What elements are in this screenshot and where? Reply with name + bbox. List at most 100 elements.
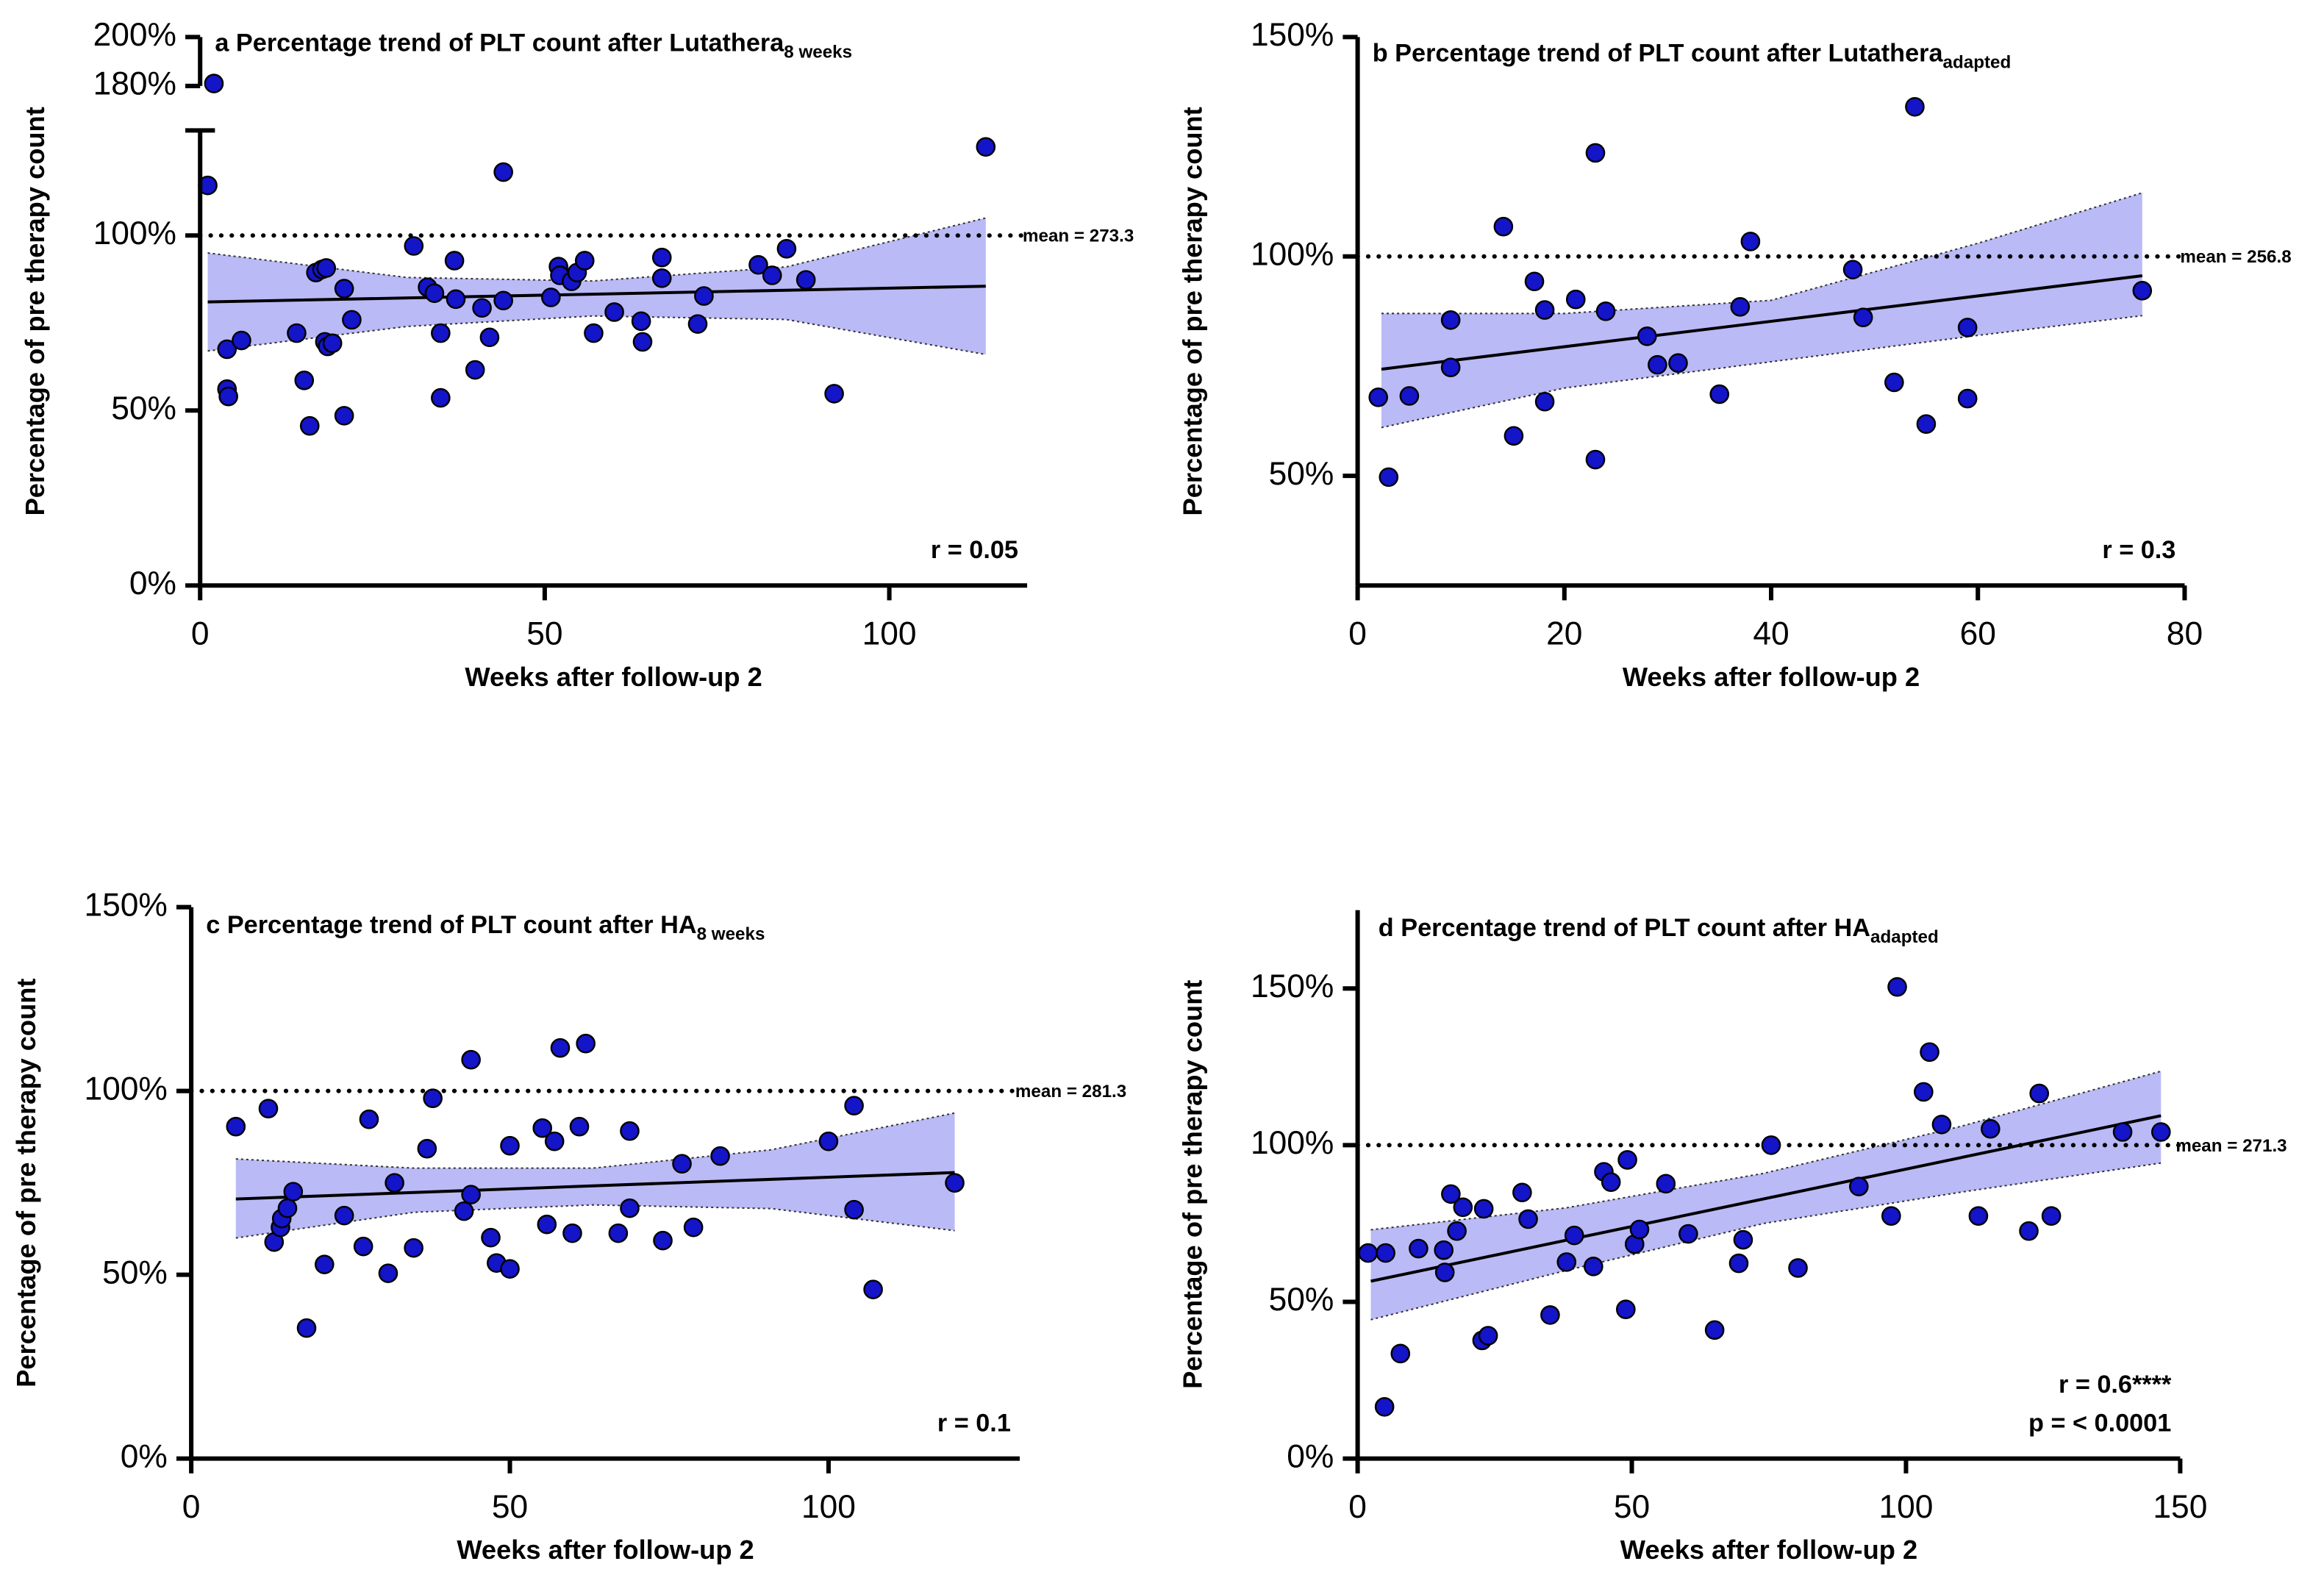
band-edge xyxy=(1381,192,2143,315)
y-tick-label: 180% xyxy=(93,66,176,102)
data-point xyxy=(1564,1225,1584,1246)
data-point xyxy=(632,332,653,352)
x-tick-label: 100 xyxy=(801,1489,856,1525)
data-point xyxy=(1957,318,1978,338)
data-point xyxy=(465,360,485,380)
data-point xyxy=(1390,1343,1411,1364)
data-point xyxy=(1887,976,1907,997)
data-point xyxy=(687,314,708,334)
reference-label: mean = 281.3 xyxy=(1015,1082,1126,1101)
y-axis-label: Percentage of pre therapy count xyxy=(20,107,50,515)
data-point xyxy=(976,137,996,157)
data-point xyxy=(479,327,500,348)
y-tick-label: 100% xyxy=(1251,236,1334,272)
data-point xyxy=(446,289,466,310)
data-point xyxy=(385,1173,404,1193)
reference-label: mean = 271.3 xyxy=(2175,1136,2287,1156)
fit-line xyxy=(1381,274,2143,371)
data-point xyxy=(537,1214,557,1235)
data-point xyxy=(762,265,782,285)
data-point xyxy=(500,1135,520,1156)
title-main: c Percentage trend of PLT count after HA xyxy=(206,911,696,939)
y-tick-label: 0% xyxy=(1287,1438,1334,1474)
y-tick-label: 0% xyxy=(121,1438,168,1474)
data-point xyxy=(1434,1240,1454,1260)
data-point xyxy=(493,162,513,182)
y-tick-label: 100% xyxy=(93,215,176,251)
data-point xyxy=(1853,307,1873,327)
data-point xyxy=(1968,1206,1989,1226)
annotation: r = 0.6**** xyxy=(2059,1371,2172,1399)
data-point xyxy=(1733,1229,1753,1250)
data-point xyxy=(1668,353,1688,374)
data-point xyxy=(334,279,354,299)
data-point xyxy=(1524,271,1545,292)
data-point xyxy=(461,1185,481,1204)
data-point xyxy=(608,1223,629,1243)
data-point xyxy=(694,286,714,306)
data-point xyxy=(1399,386,1420,406)
confidence-band xyxy=(235,1113,955,1238)
x-axis-label: Weeks after follow-up 2 xyxy=(457,1535,754,1565)
y-tick-label: 100% xyxy=(84,1071,167,1107)
x-tick-label: 50 xyxy=(1614,1489,1650,1525)
data-point xyxy=(844,1096,864,1115)
data-point xyxy=(1601,1172,1621,1192)
data-point xyxy=(322,333,343,354)
x-axis-label: Weeks after follow-up 2 xyxy=(1623,662,1920,692)
chart-title: d Percentage trend of PLT count after HA… xyxy=(1379,914,1939,947)
data-point xyxy=(1493,216,1514,237)
title-subscript: 8 weeks xyxy=(697,924,765,944)
y-axis-label: Percentage of pre therapy count xyxy=(1177,980,1207,1389)
data-point xyxy=(232,330,251,351)
x-tick-label: 50 xyxy=(492,1489,528,1525)
data-point xyxy=(299,415,320,436)
reference-label: mean = 256.8 xyxy=(2180,247,2291,267)
data-point xyxy=(258,1099,279,1118)
data-point xyxy=(2112,1122,2133,1142)
data-point xyxy=(314,1254,335,1274)
data-point xyxy=(1540,1305,1560,1325)
data-point xyxy=(431,388,451,408)
data-point xyxy=(431,323,451,343)
fit-line xyxy=(235,1171,955,1201)
data-point xyxy=(1704,1320,1725,1340)
title-main: a Percentage trend of PLT count after Lu… xyxy=(215,29,784,57)
data-point xyxy=(844,1199,864,1220)
annotation: r = 0.3 xyxy=(2102,536,2175,564)
title-subscript: adapted xyxy=(1943,53,2012,73)
chart-title: a Percentage trend of PLT count after Lu… xyxy=(215,29,852,63)
y-axis-label: Percentage of pre therapy count xyxy=(11,979,41,1388)
data-point xyxy=(444,251,465,271)
annotation: r = 0.1 xyxy=(937,1409,1011,1437)
x-tick-label: 0 xyxy=(191,616,210,652)
data-point xyxy=(1920,1042,1939,1063)
data-point xyxy=(1914,1082,1934,1102)
data-point xyxy=(2029,1083,2050,1104)
x-axis-label: Weeks after follow-up 2 xyxy=(465,662,762,692)
data-point xyxy=(493,290,513,311)
y-tick-label: 150% xyxy=(1251,968,1334,1004)
y-tick-label: 150% xyxy=(84,887,167,923)
data-point xyxy=(1434,1263,1455,1282)
band-edge xyxy=(1381,315,2142,429)
data-point xyxy=(2150,1122,2171,1142)
data-point xyxy=(1447,1221,1467,1241)
data-point xyxy=(1453,1197,1473,1218)
data-point xyxy=(1931,1114,1952,1135)
y-tick-label: 50% xyxy=(102,1254,168,1290)
data-point xyxy=(226,1116,246,1137)
data-point xyxy=(404,236,424,256)
data-point xyxy=(1629,1219,1650,1240)
data-point xyxy=(423,1088,443,1108)
x-tick-label: 0 xyxy=(1348,616,1367,652)
x-tick-label: 0 xyxy=(182,1489,201,1525)
y-tick-label: 50% xyxy=(1269,1282,1334,1318)
data-point xyxy=(651,247,672,268)
data-point xyxy=(1617,1150,1637,1170)
data-point xyxy=(631,311,651,332)
data-point xyxy=(1409,1238,1429,1259)
confidence-band xyxy=(1381,193,2142,428)
data-point xyxy=(1518,1209,1538,1229)
